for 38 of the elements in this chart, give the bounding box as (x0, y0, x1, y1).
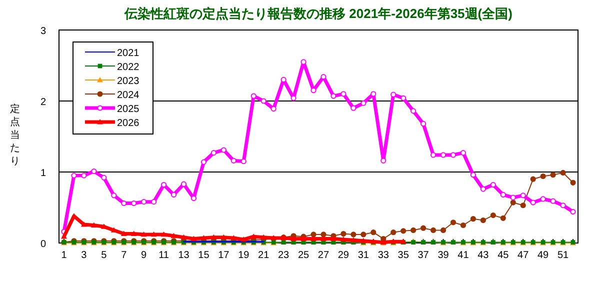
x-tick-label: 1 (61, 250, 68, 261)
x-tick-label: 49 (538, 250, 550, 261)
x-tick-label: 19 (238, 250, 250, 261)
y-tick-label: 0 (40, 239, 46, 250)
x-tick-label: 15 (198, 250, 210, 261)
x-tick-label: 25 (298, 250, 310, 261)
x-tick-label: 47 (518, 250, 530, 261)
x-tick-label: 9 (141, 250, 148, 261)
x-tick-label: 27 (318, 250, 330, 261)
x-tick-label: 37 (418, 250, 430, 261)
chart-title: 伝染性紅斑の定点当たり報告数の推移 2021年-2026年第35週(全国) (124, 6, 512, 21)
x-tick-label: 31 (358, 250, 370, 261)
legend-label: 2025 (117, 104, 140, 115)
y-axis-title: 定点当たり (10, 103, 20, 167)
x-tick-label: 35 (398, 250, 410, 261)
x-tick-label: 7 (121, 250, 128, 261)
y-tick-label: 3 (40, 26, 46, 37)
x-tick-label: 21 (258, 250, 270, 261)
x-tick-label: 43 (478, 250, 490, 261)
x-tick-label: 51 (557, 250, 570, 261)
x-tick-label: 33 (378, 250, 390, 261)
legend-label: 2026 (117, 118, 140, 129)
x-tick-label: 3 (81, 250, 88, 261)
x-tick-label: 13 (178, 250, 190, 261)
y-tick-label: 2 (40, 97, 46, 108)
x-tick-label: 29 (338, 250, 350, 261)
legend-label: 2023 (117, 76, 140, 87)
x-tick-label: 11 (158, 250, 170, 261)
x-tick-label: 45 (498, 250, 510, 261)
legend-label: 2021 (117, 48, 140, 59)
y-tick-label: 1 (40, 168, 46, 179)
legend-label: 2024 (117, 90, 140, 101)
x-tick-label: 17 (218, 250, 230, 261)
x-tick-label: 41 (458, 250, 470, 261)
x-tick-label: 23 (278, 250, 290, 261)
x-tick-label: 5 (101, 250, 108, 261)
x-tick-label: 39 (438, 250, 450, 261)
legend-label: 2022 (117, 62, 140, 73)
